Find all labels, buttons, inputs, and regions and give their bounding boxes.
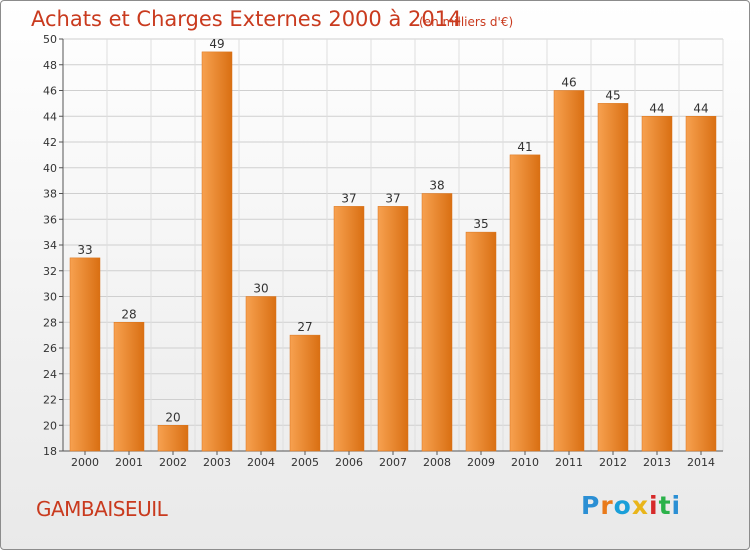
y-tick-label: 26 bbox=[43, 342, 57, 355]
y-tick-label: 20 bbox=[43, 419, 57, 432]
y-tick-label: 42 bbox=[43, 136, 57, 149]
logo-letter: P bbox=[581, 491, 601, 520]
y-tick-label: 18 bbox=[43, 445, 57, 458]
bar bbox=[289, 334, 321, 452]
data-label: 46 bbox=[561, 76, 576, 90]
labels: 18 20 22 24 26 28 30 32 34 36 38 40 42 44 46 48 50 33 2000… bbox=[43, 33, 715, 469]
y-tick-label: 38 bbox=[43, 188, 57, 201]
x-tick-label: 2005 bbox=[291, 456, 319, 469]
data-label: 30 bbox=[253, 282, 268, 296]
chart-subtitle: (en milliers d'€) bbox=[419, 15, 514, 29]
bars bbox=[69, 51, 717, 452]
x-tick-label: 2008 bbox=[423, 456, 451, 469]
x-tick-label: 2012 bbox=[599, 456, 627, 469]
y-tick-label: 34 bbox=[43, 239, 57, 252]
data-label: 20 bbox=[165, 410, 180, 424]
y-tick-label: 40 bbox=[43, 162, 57, 175]
x-tick-label: 2001 bbox=[115, 456, 143, 469]
x-tick-label: 2011 bbox=[555, 456, 583, 469]
x-tick-label: 2004 bbox=[247, 456, 275, 469]
data-label: 27 bbox=[297, 320, 312, 334]
x-tick-label: 2009 bbox=[467, 456, 495, 469]
y-tick-label: 48 bbox=[43, 59, 57, 72]
data-label: 44 bbox=[693, 101, 708, 115]
y-tick-label: 50 bbox=[43, 33, 57, 46]
data-label: 44 bbox=[649, 101, 664, 115]
data-label: 45 bbox=[605, 88, 620, 102]
bar bbox=[201, 51, 233, 452]
bar bbox=[157, 425, 189, 452]
y-tick-label: 44 bbox=[43, 110, 57, 123]
logo-letter: t bbox=[658, 491, 672, 520]
x-tick-label: 2007 bbox=[379, 456, 407, 469]
logo-letter: r bbox=[600, 491, 614, 520]
data-label: 35 bbox=[473, 217, 488, 231]
x-tick-label: 2003 bbox=[203, 456, 231, 469]
bar bbox=[69, 257, 101, 452]
bar bbox=[553, 90, 585, 452]
data-label: 41 bbox=[517, 140, 532, 154]
x-tick-label: 2006 bbox=[335, 456, 363, 469]
bar bbox=[333, 206, 365, 452]
commune-name: GAMBAISEUIL bbox=[36, 497, 168, 521]
bar bbox=[113, 322, 145, 452]
y-tick-label: 46 bbox=[43, 85, 57, 98]
proxiti-logo: Proxiti bbox=[581, 491, 681, 520]
x-tick-label: 2013 bbox=[643, 456, 671, 469]
logo-letter: i bbox=[649, 491, 659, 520]
bar bbox=[509, 154, 541, 452]
data-label: 37 bbox=[341, 191, 356, 205]
data-label: 33 bbox=[77, 243, 92, 257]
data-label: 38 bbox=[429, 179, 444, 193]
data-label: 37 bbox=[385, 191, 400, 205]
x-tick-label: 2014 bbox=[687, 456, 715, 469]
data-label: 28 bbox=[121, 307, 136, 321]
x-tick-label: 2010 bbox=[511, 456, 539, 469]
logo-letter: x bbox=[631, 491, 649, 520]
y-tick-label: 32 bbox=[43, 265, 57, 278]
y-tick-label: 30 bbox=[43, 291, 57, 304]
bar bbox=[641, 116, 673, 452]
bar bbox=[421, 193, 453, 452]
bar bbox=[465, 231, 497, 452]
y-tick-label: 36 bbox=[43, 213, 57, 226]
x-tick-label: 2002 bbox=[159, 456, 187, 469]
y-tick-label: 28 bbox=[43, 316, 57, 329]
logo-letter: o bbox=[613, 491, 632, 520]
chart-title: Achats et Charges Externes 2000 à 2014 bbox=[31, 7, 462, 31]
bar bbox=[245, 296, 277, 452]
y-tick-label: 24 bbox=[43, 368, 57, 381]
logo-letter: i bbox=[671, 491, 682, 520]
bar bbox=[597, 103, 629, 452]
y-tick-label: 22 bbox=[43, 394, 57, 407]
x-tick-label: 2000 bbox=[71, 456, 99, 469]
data-label: 49 bbox=[209, 37, 224, 51]
bar bbox=[377, 206, 409, 452]
bar bbox=[685, 116, 717, 452]
